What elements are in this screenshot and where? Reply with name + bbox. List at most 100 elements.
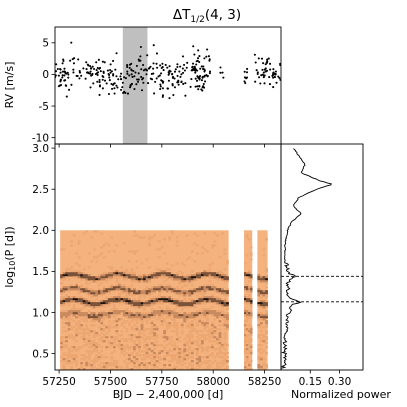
period-map-cell — [87, 346, 91, 349]
period-map-cell — [183, 284, 187, 287]
period-map-cell — [265, 310, 268, 313]
period-map-cell — [90, 296, 94, 299]
rv-point — [221, 71, 224, 74]
period-map-cell — [110, 296, 114, 299]
period-map-cell — [265, 336, 268, 339]
rv-point — [155, 62, 158, 65]
period-map-cell — [188, 348, 192, 351]
period-map-cell — [259, 366, 263, 369]
period-map-cell — [248, 286, 251, 289]
period-map-cell — [92, 306, 96, 309]
period-map-cell — [133, 312, 136, 315]
rv-point — [180, 81, 183, 84]
rv-point — [207, 55, 210, 58]
period-map-cell — [150, 336, 154, 339]
period-map-cell — [153, 332, 156, 335]
period-map-cell — [259, 340, 263, 343]
period-map-cell — [248, 334, 251, 337]
period-map-cell — [160, 290, 164, 293]
period-map-cell — [95, 346, 99, 349]
period-map-cell — [173, 300, 177, 303]
rv-point — [171, 76, 174, 79]
period-map-cell — [138, 354, 141, 357]
period-map-cell — [175, 366, 179, 369]
period-map-cell — [185, 316, 189, 319]
period-map-cell — [175, 312, 179, 315]
rv-point — [179, 65, 182, 68]
period-map-cell — [115, 296, 119, 299]
period-map-cell — [246, 300, 249, 303]
period-map-cell — [190, 356, 194, 359]
rv-point — [123, 90, 126, 93]
period-map-cell — [185, 302, 189, 305]
period-map-cell — [67, 296, 71, 299]
period-map-cell — [145, 356, 149, 359]
rv-point — [134, 71, 137, 74]
period-map-cell — [188, 346, 192, 349]
period-map-cell — [223, 318, 227, 321]
period-map-cell — [128, 334, 131, 337]
period-map-cell — [148, 278, 151, 281]
period-map-cell — [128, 314, 131, 317]
period-map-cell — [190, 368, 194, 370]
period-map-cell — [265, 270, 268, 273]
period-map-cell — [221, 304, 224, 307]
period-map-cell — [143, 304, 146, 307]
period-map-cell — [150, 358, 154, 361]
period-map-cell — [163, 280, 167, 283]
period-map-cell — [168, 310, 172, 313]
period-map-cell — [72, 234, 76, 237]
period-map-cell — [155, 296, 159, 299]
rv-point — [178, 70, 181, 73]
period-map-cell — [175, 346, 179, 349]
period-map-cell — [70, 298, 73, 301]
period-map-cell — [77, 322, 81, 325]
period-map-cell — [173, 310, 177, 313]
period-map-cell — [125, 352, 129, 355]
period-map-cell — [216, 364, 219, 367]
period-map-cell — [80, 272, 84, 275]
period-map-cell — [158, 274, 162, 277]
period-map-cell — [198, 314, 202, 317]
period-map-cell — [173, 324, 177, 327]
period-map-cell — [75, 356, 79, 359]
period-map-cell — [248, 364, 251, 367]
period-map-cell — [250, 300, 253, 303]
period-map-cell — [77, 316, 81, 319]
period-map-cell — [203, 300, 207, 303]
period-map-cell — [95, 318, 99, 321]
periodogram-x-label: Normalized power — [291, 388, 391, 401]
period-map-cell — [153, 352, 156, 355]
period-map-cell — [180, 278, 184, 281]
period-map-cell — [190, 284, 194, 287]
period-map-cell — [100, 302, 104, 305]
period-map-cell — [148, 280, 151, 283]
period-map-cell — [257, 336, 261, 339]
period-map-cell — [221, 356, 224, 359]
period-map-cell — [250, 306, 253, 309]
period-map-cell — [75, 286, 79, 289]
rv-point — [55, 74, 57, 77]
period-map-cell — [138, 292, 141, 295]
period-map-cell — [115, 362, 119, 365]
period-map-cell — [262, 350, 266, 353]
rv-point — [253, 53, 256, 56]
period-map-cell — [200, 320, 204, 323]
period-map-cell — [226, 368, 229, 370]
period-map-cell — [178, 300, 182, 303]
period-map-cell — [216, 348, 219, 351]
period-map-cell — [67, 290, 71, 293]
period-map-cell — [123, 348, 126, 351]
period-map-cell — [180, 360, 184, 363]
period-map-cell — [183, 316, 187, 319]
period-map-cell — [80, 332, 84, 335]
period-map-cell — [200, 246, 204, 249]
period-map-cell — [200, 272, 204, 275]
period-map-cell — [102, 272, 106, 275]
period-map-cell — [250, 338, 253, 341]
period-map-cell — [87, 294, 91, 297]
period-map-cell — [112, 286, 116, 289]
rv-point — [162, 69, 165, 72]
rv-point — [197, 49, 200, 52]
period-map-cell — [145, 300, 149, 303]
